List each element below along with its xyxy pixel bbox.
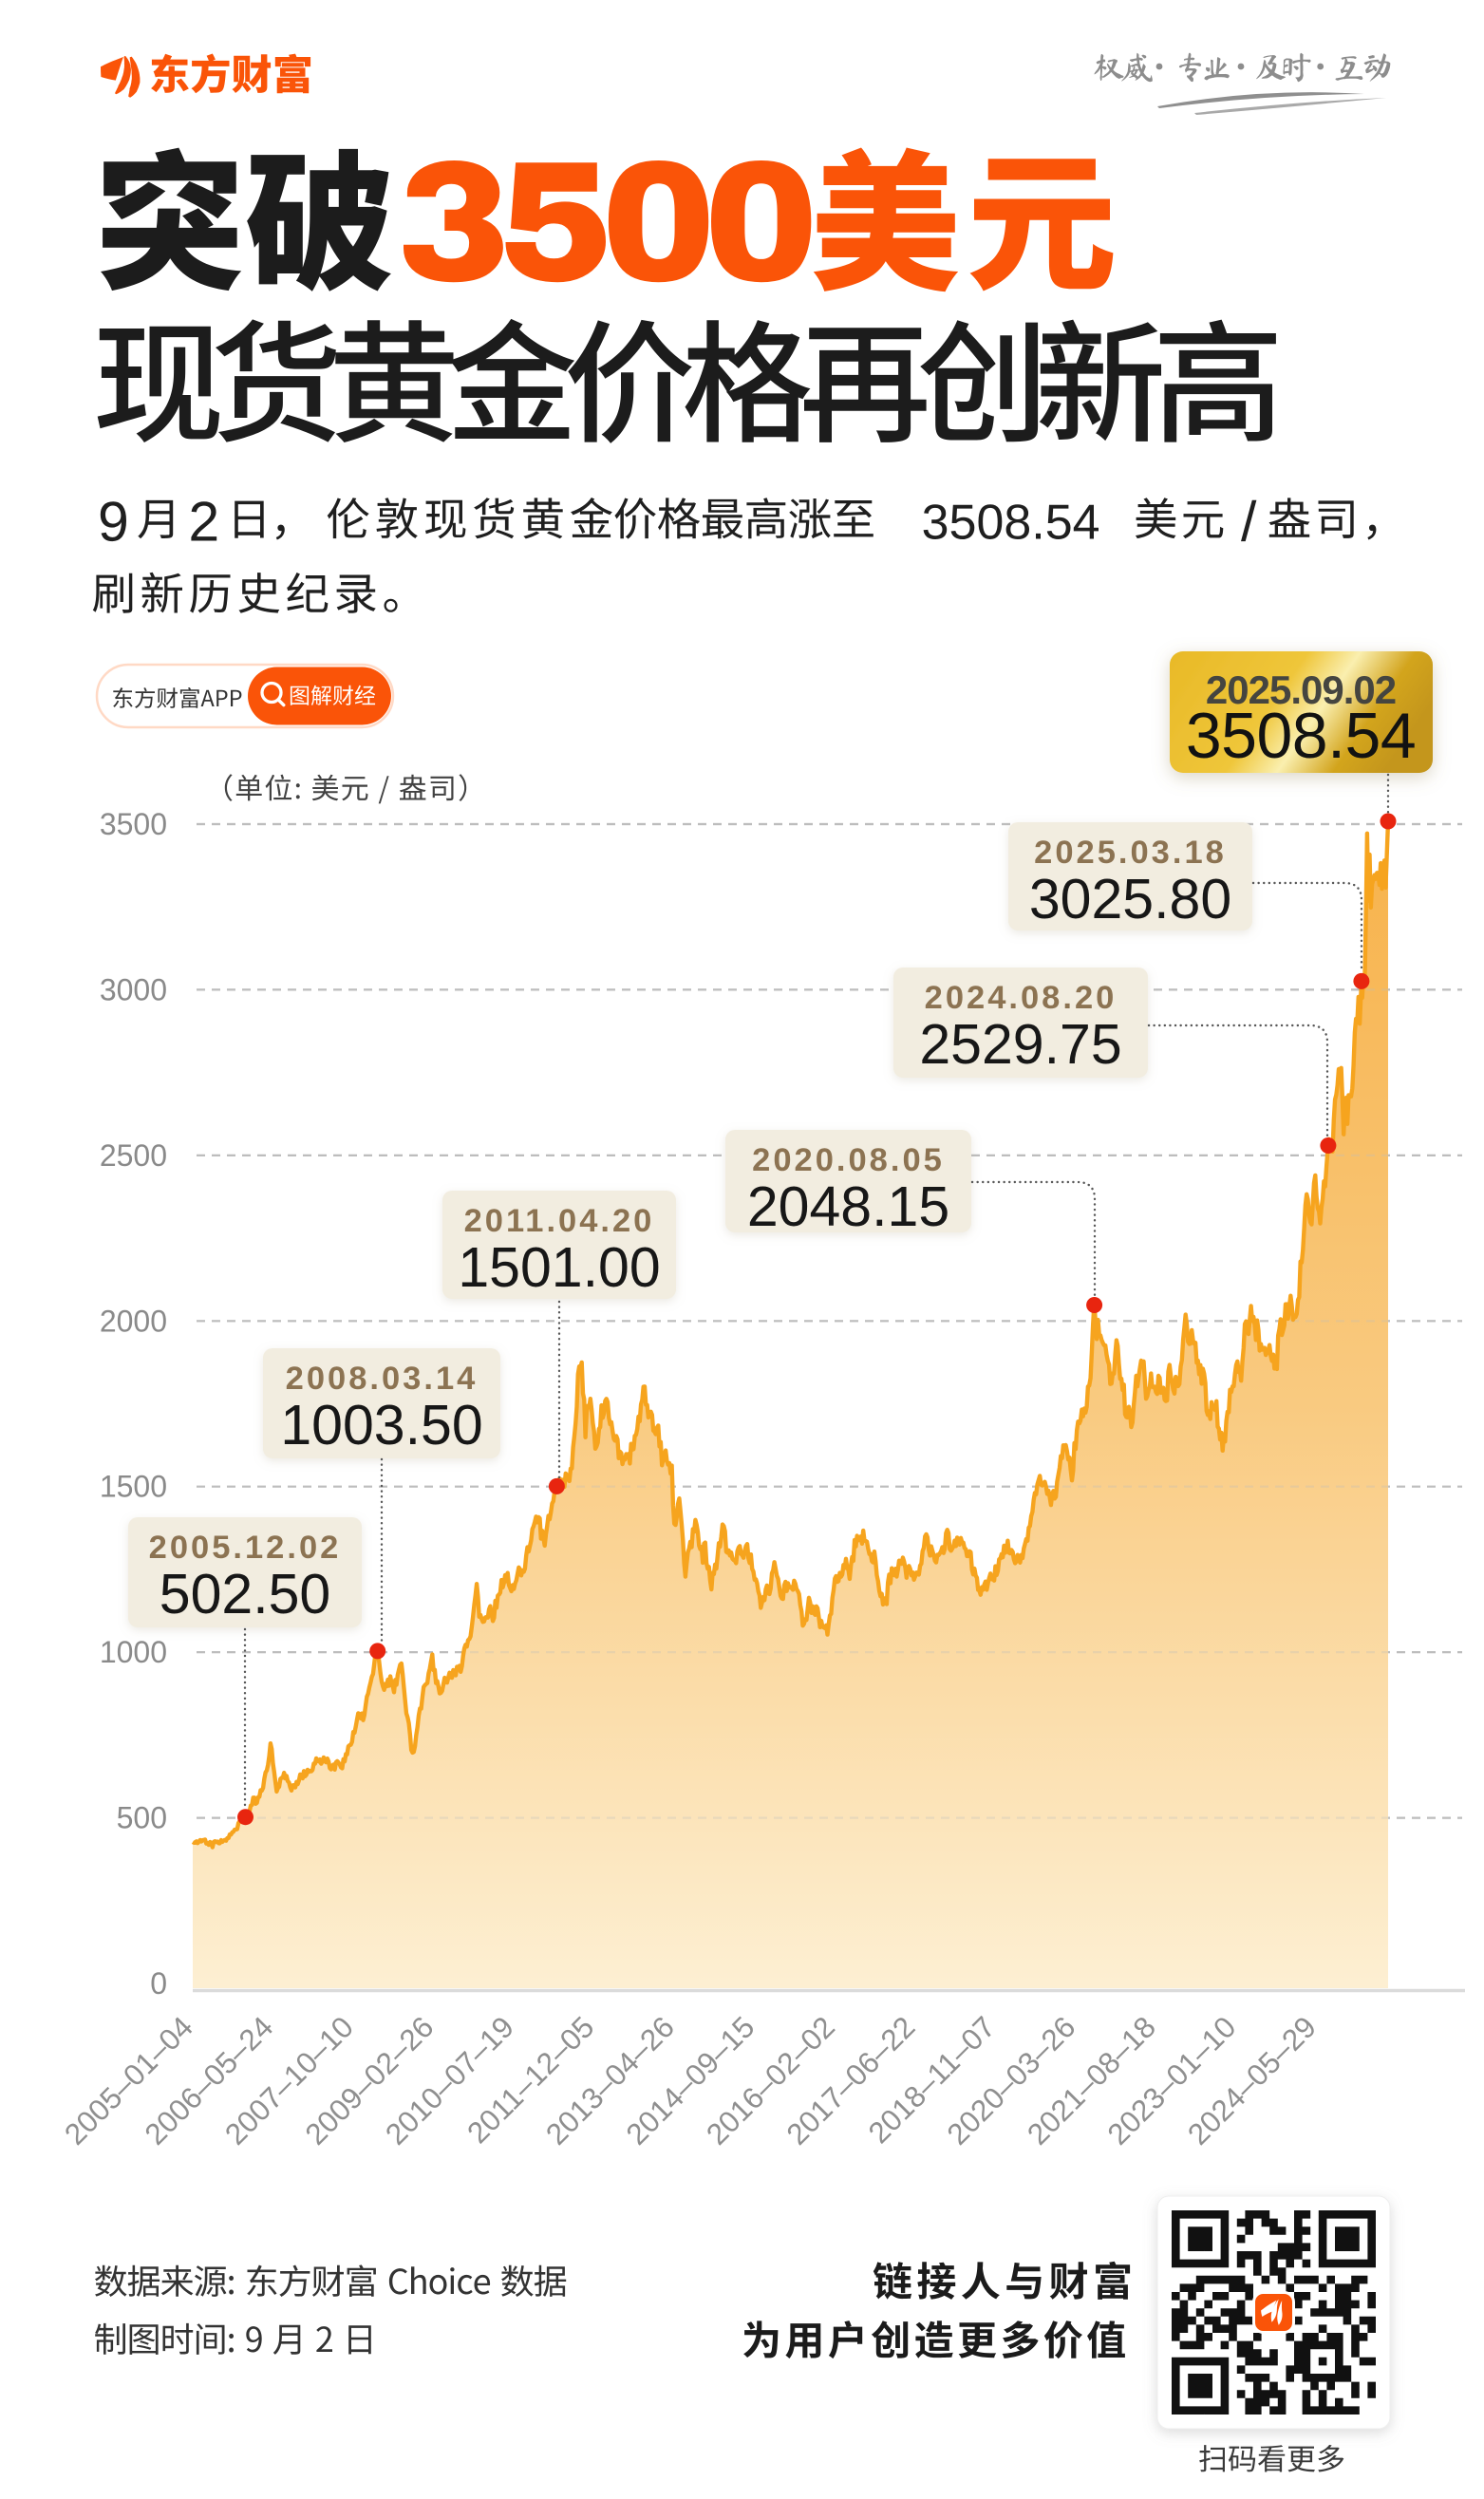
- svg-text:1500: 1500: [100, 1470, 167, 1504]
- svg-text:2048.15: 2048.15: [747, 1175, 949, 1238]
- svg-text:2000: 2000: [100, 1304, 167, 1338]
- svg-text:2008.03.14: 2008.03.14: [286, 1361, 479, 1397]
- svg-text:1501.00: 1501.00: [458, 1236, 660, 1299]
- svg-text:1000: 1000: [100, 1635, 167, 1669]
- svg-text:2529.75: 2529.75: [919, 1013, 1121, 1076]
- svg-text:2025.03.18: 2025.03.18: [1034, 835, 1227, 871]
- svg-text:0: 0: [150, 1966, 167, 2001]
- svg-text:502.50: 502.50: [160, 1563, 330, 1625]
- svg-text:2005.12.02: 2005.12.02: [149, 1530, 342, 1566]
- svg-text:2011.04.20: 2011.04.20: [464, 1203, 655, 1239]
- svg-text:3508.54: 3508.54: [1186, 700, 1416, 772]
- svg-text:2025.09.02: 2025.09.02: [1206, 667, 1396, 712]
- svg-text:2500: 2500: [100, 1138, 167, 1173]
- svg-text:2024.08.20: 2024.08.20: [925, 980, 1118, 1016]
- svg-text:3500: 3500: [100, 807, 167, 841]
- svg-text:1003.50: 1003.50: [280, 1394, 482, 1456]
- svg-text:500: 500: [117, 1801, 167, 1835]
- svg-text:3000: 3000: [100, 972, 167, 1006]
- svg-text:3025.80: 3025.80: [1029, 868, 1231, 930]
- svg-text:2020.08.05: 2020.08.05: [752, 1142, 945, 1178]
